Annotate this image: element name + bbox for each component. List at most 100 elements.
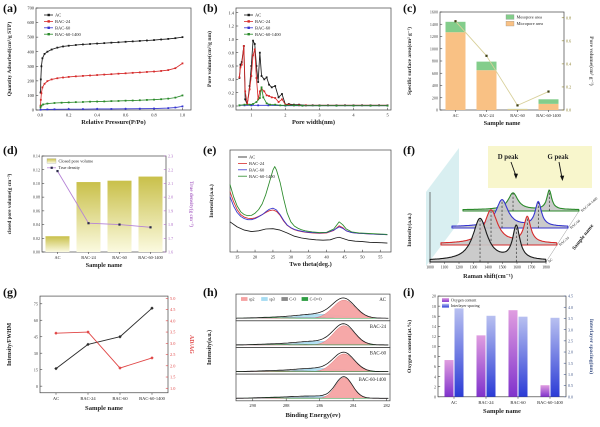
svg-text:Interlayer spacing(nm): Interlayer spacing(nm) <box>588 319 595 375</box>
svg-text:G peak: G peak <box>548 154 569 161</box>
svg-text:0.5: 0.5 <box>568 383 573 388</box>
svg-text:700: 700 <box>27 6 34 11</box>
svg-text:45: 45 <box>342 254 347 259</box>
svg-text:C-O: C-O <box>289 296 296 301</box>
svg-text:4: 4 <box>434 374 436 379</box>
svg-text:1.9: 1.9 <box>168 208 173 213</box>
svg-text:BAC-60-1400: BAC-60-1400 <box>359 378 387 383</box>
svg-text:288: 288 <box>283 403 290 408</box>
pore-size-distribution-chart: 1 2 3 4 5 0.0 0.2 0.4 0.6 0.8 1.0 1.2 1.4 Pore width(… <box>206 7 392 126</box>
svg-text:AC: AC <box>379 298 386 303</box>
svg-text:282: 282 <box>383 403 390 408</box>
svg-text:0.8: 0.8 <box>566 15 571 20</box>
svg-text:BAC-60: BAC-60 <box>510 400 526 405</box>
svg-text:0: 0 <box>434 394 436 399</box>
svg-text:1.7: 1.7 <box>168 236 173 241</box>
panel-label-e: (e) <box>203 143 217 157</box>
svg-text:Sample name: Sample name <box>85 405 123 412</box>
svg-text:0.4: 0.4 <box>566 61 571 66</box>
svg-text:0.6: 0.6 <box>229 64 235 69</box>
svg-text:4.5: 4.5 <box>568 294 573 299</box>
svg-text:2.1: 2.1 <box>168 181 173 186</box>
svg-text:0.0: 0.0 <box>38 112 44 117</box>
svg-text:1600: 1600 <box>513 266 521 270</box>
svg-text:0.4: 0.4 <box>94 112 100 117</box>
panel-a-adsorption-isotherm: (a) 0.0 0.2 0.4 0.6 0.8 1.0 0 100 200 300 400 500 60… <box>0 0 200 142</box>
svg-text:20: 20 <box>432 294 436 299</box>
svg-text:1.6: 1.6 <box>168 250 173 255</box>
svg-text:Closed pore volume: Closed pore volume <box>59 158 94 163</box>
svg-text:BAC-60: BAC-60 <box>510 113 525 118</box>
svg-text:75: 75 <box>34 301 38 306</box>
svg-text:50: 50 <box>360 254 365 259</box>
svg-text:BAC-24: BAC-24 <box>478 400 494 405</box>
svg-text:0.8: 0.8 <box>151 112 157 117</box>
panel-label-a: (a) <box>3 1 17 15</box>
svg-text:55: 55 <box>378 254 383 259</box>
svg-text:BAC-60-1400: BAC-60-1400 <box>138 255 163 260</box>
svg-text:AC: AC <box>547 257 554 264</box>
oxygen-content-bar-chart: 0 2 4 6 8 10 12 14 16 18 20 0.0 0.5 1.0 1.5 2.0 2.5 3.0 3.… <box>406 294 595 415</box>
intensity-fwhm-chart: 0 15 30 45 60 75 1.0 1.5 2.0 2.5 3.0 3.5 4.0 4.5 5.0 AC… <box>7 295 194 412</box>
svg-text:AC: AC <box>55 255 61 260</box>
svg-text:Intensity(a.u.): Intensity(a.u.) <box>406 213 413 247</box>
svg-text:0.06: 0.06 <box>33 208 40 213</box>
svg-text:BAC-60: BAC-60 <box>255 25 271 30</box>
svg-text:AC: AC <box>249 155 255 160</box>
svg-text:3.0: 3.0 <box>170 341 175 346</box>
svg-text:6: 6 <box>434 364 436 369</box>
svg-text:5: 5 <box>386 112 389 117</box>
svg-text:1200: 1200 <box>455 266 463 270</box>
svg-text:8: 8 <box>434 354 436 359</box>
svg-text:BAC-60: BAC-60 <box>112 396 128 401</box>
svg-text:Oxygen content(at.%): Oxygen content(at.%) <box>406 320 413 373</box>
svg-text:45: 45 <box>34 334 38 339</box>
panel-f-raman: (f) 1000 1100 1200 1300 1400 1500 1600 1700 1800… <box>400 142 600 284</box>
svg-text:14: 14 <box>432 324 436 329</box>
svg-text:1.0: 1.0 <box>568 372 573 377</box>
panel-d-closed-pore-volume: (d) 0.00 0.02 0.04 0.06 0.08 0.10 0.12 0.14 1.6 1… <box>0 142 200 284</box>
svg-text:AD/AG: AD/AG <box>188 335 194 354</box>
svg-text:100: 100 <box>27 93 34 98</box>
svg-text:Intensity(a.u.): Intensity(a.u.) <box>208 184 215 218</box>
panel-label-b: (b) <box>203 1 218 15</box>
panel-b-pore-size-distribution: (b) 1 2 3 4 5 0.0 0.2 0.4 0.6 0.8 1.0 1.2 1.4 Pore wi… <box>200 0 400 142</box>
svg-text:200: 200 <box>432 95 438 100</box>
svg-text:4.5: 4.5 <box>170 307 175 312</box>
panel-c-surface-area: (c) 0 200 400 600 800 1000 1200 1400 1600 0.0 0.2 0… <box>400 0 600 142</box>
svg-text:15: 15 <box>34 367 38 372</box>
svg-text:0.8: 0.8 <box>229 50 235 55</box>
svg-text:1000: 1000 <box>426 266 434 270</box>
svg-text:1800: 1800 <box>542 266 550 270</box>
panel-g-intensity-fwhm: (g) 0 15 30 45 60 75 1.0 1.5 2.0 2.5 3.0 3.5 4.0 4.5 5… <box>0 284 200 427</box>
svg-text:BAC-60-1400: BAC-60-1400 <box>536 113 561 118</box>
panel-h-xps: (h) AC BAC-24 BAC-60 BAC-60-1400 sp2 sp3 C-O C-… <box>200 284 400 427</box>
svg-text:sp3: sp3 <box>269 296 275 301</box>
raman-waterfall-chart: 1000 1100 1200 1300 1400 1500 1600 1700 1800 Rama… <box>406 146 599 280</box>
svg-text:1.0: 1.0 <box>229 37 235 42</box>
svg-text:Sample name: Sample name <box>571 223 595 252</box>
svg-text:30: 30 <box>34 351 38 356</box>
svg-text:Micropore area: Micropore area <box>517 21 543 26</box>
svg-text:284: 284 <box>350 403 357 408</box>
svg-text:BAC-60-1400: BAC-60-1400 <box>55 32 81 37</box>
svg-text:600: 600 <box>27 20 34 25</box>
svg-text:30: 30 <box>289 254 294 259</box>
svg-text:BAC-60: BAC-60 <box>55 25 71 30</box>
svg-text:0.2: 0.2 <box>229 90 235 95</box>
svg-text:AC: AC <box>451 400 457 405</box>
svg-text:3.0: 3.0 <box>568 327 573 332</box>
svg-text:400: 400 <box>27 49 34 54</box>
svg-text:0.14: 0.14 <box>33 154 40 159</box>
svg-text:1.8: 1.8 <box>168 222 173 227</box>
svg-text:2.2: 2.2 <box>168 167 173 172</box>
svg-text:BAC-60-1400: BAC-60-1400 <box>580 196 598 212</box>
svg-text:0.2: 0.2 <box>66 112 72 117</box>
svg-text:BAC-60: BAC-60 <box>249 167 265 172</box>
svg-text:0.6: 0.6 <box>566 38 571 43</box>
svg-text:0.04: 0.04 <box>33 222 40 227</box>
svg-text:closed pore volume(g cm⁻³): closed pore volume(g cm⁻³) <box>6 173 13 234</box>
svg-text:2.5: 2.5 <box>568 338 573 343</box>
svg-text:True density: True density <box>59 165 81 170</box>
